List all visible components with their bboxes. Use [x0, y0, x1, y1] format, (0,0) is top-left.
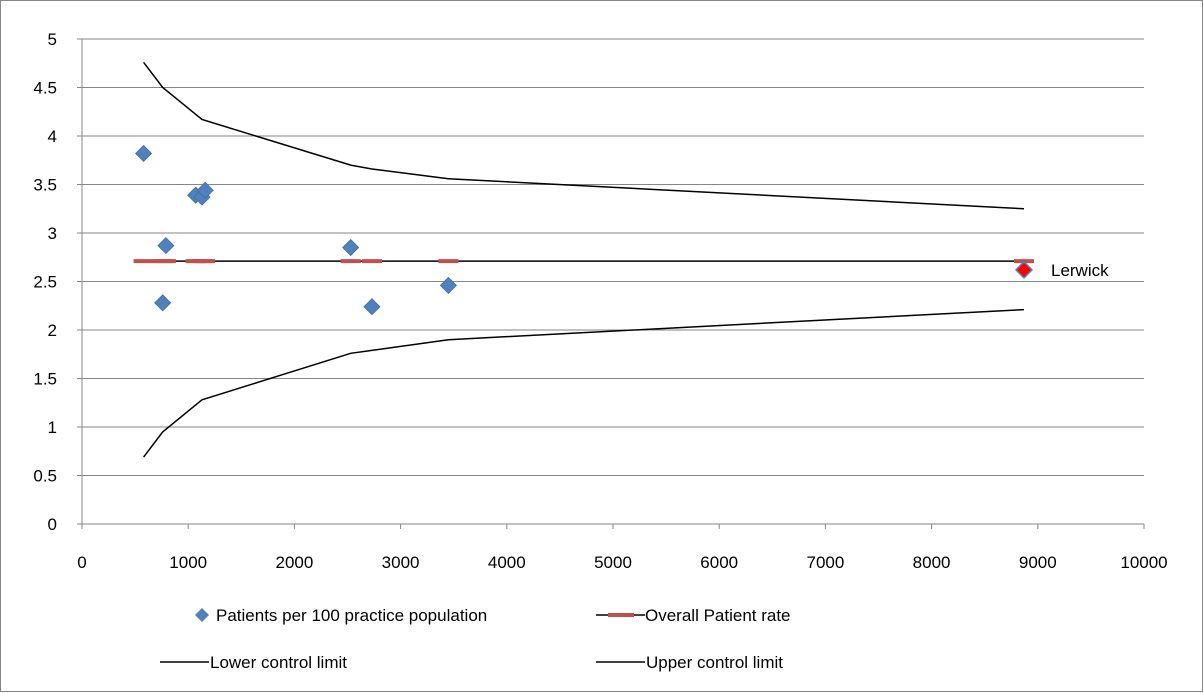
- data-point: [135, 144, 153, 163]
- legend-item-lower-limit: Lower control limit: [160, 653, 347, 672]
- x-tick-label: 4000: [488, 553, 526, 572]
- upper-control-limit-line: [143, 61, 1025, 210]
- y-tick-label: 5: [48, 30, 57, 49]
- data-point: [157, 237, 175, 255]
- legend-label-upper-limit: Upper control limit: [646, 653, 783, 672]
- highlight-point-lerwick: [1014, 260, 1034, 279]
- legend-label-overall-rate: Overall Patient rate: [645, 606, 791, 625]
- data-point: [154, 294, 172, 312]
- legend-item-upper-limit: Upper control limit: [596, 653, 783, 672]
- legend-item-overall-rate: Overall Patient rate: [596, 606, 791, 625]
- y-tick-label: 4: [48, 127, 57, 146]
- y-tick-label: 1.5: [33, 370, 57, 389]
- x-tick-label: 8000: [913, 553, 951, 572]
- gridlines: [82, 38, 1144, 476]
- x-tick-label: 0: [77, 553, 86, 572]
- x-tick-label: 3000: [382, 553, 420, 572]
- y-tick-label: 3: [48, 224, 57, 243]
- x-tick-label: 7000: [806, 553, 844, 572]
- legend: Patients per 100 practice population Ove…: [160, 606, 791, 672]
- legend-label-lower-limit: Lower control limit: [210, 653, 347, 672]
- y-tick-label: 4.5: [33, 79, 57, 98]
- y-tick-label: 0.5: [33, 467, 57, 486]
- y-tick-label: 2: [48, 321, 57, 340]
- series-layer: [133, 61, 1034, 458]
- y-tick-label: 2.5: [33, 273, 57, 292]
- lower-control-limit-line: [143, 308, 1025, 458]
- x-tick-label: 9000: [1019, 553, 1057, 572]
- x-tick-label: 6000: [700, 553, 738, 572]
- x-tick-label: 2000: [275, 553, 313, 572]
- data-point: [196, 181, 214, 199]
- x-tick-label: 10000: [1120, 553, 1167, 572]
- axes: [77, 38, 1145, 529]
- data-point: [439, 276, 457, 294]
- data-point: [363, 298, 381, 316]
- annotations: Lerwick: [1051, 261, 1109, 280]
- legend-diamond-marker: [195, 608, 209, 622]
- x-tick-label: 1000: [169, 553, 207, 572]
- x-tick-label: 5000: [594, 553, 632, 572]
- annotation-lerwick: Lerwick: [1051, 261, 1109, 280]
- data-point: [342, 238, 360, 257]
- y-tick-label: 1: [48, 418, 57, 437]
- legend-label-patients: Patients per 100 practice population: [216, 606, 487, 625]
- y-tick-label: 3.5: [33, 176, 57, 195]
- legend-item-patients: Patients per 100 practice population: [195, 606, 487, 625]
- tick-labels: 0 0.5 1 1.5 2 2.5 3 3.5 4 4.5 5 0 1000 2000 3000 4000 50…: [33, 30, 1167, 572]
- y-tick-label: 0: [48, 515, 57, 534]
